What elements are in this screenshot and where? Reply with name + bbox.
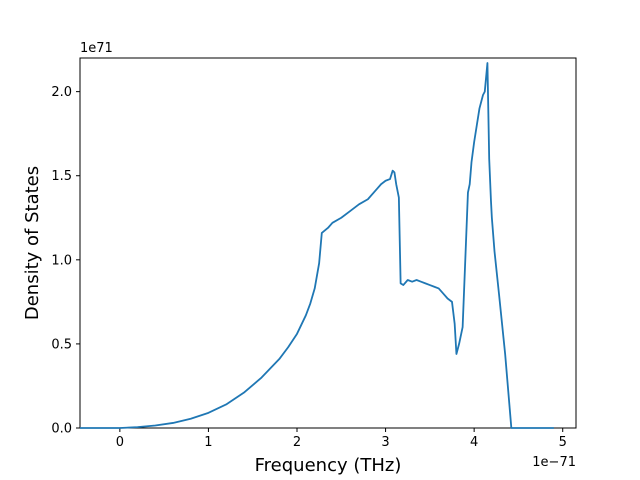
x-tick-label: 5 <box>559 435 567 450</box>
x-tick-label: 3 <box>381 435 389 450</box>
x-axis-label: Frequency (THz) <box>255 455 402 476</box>
x-offset-label: 1e−71 <box>532 455 576 470</box>
x-tick-label: 4 <box>470 435 478 450</box>
y-tick-label: 1.5 <box>51 169 72 184</box>
y-axis-ticks: 0.0 0.5 1.0 1.5 2.0 <box>51 85 80 437</box>
x-axis-ticks: 0 1 2 3 4 5 <box>116 428 567 450</box>
plot-frame <box>79 57 577 429</box>
series-layer <box>80 62 554 429</box>
y-tick-label: 0.5 <box>51 337 72 352</box>
y-axis-label: Density of States <box>22 166 43 320</box>
x-tick-label: 1 <box>204 435 212 450</box>
y-tick-label: 2.0 <box>51 85 72 100</box>
x-tick-label: 2 <box>293 435 301 450</box>
y-offset-label: 1e71 <box>80 41 113 56</box>
x-tick-label: 0 <box>116 435 124 450</box>
y-tick-label: 1.0 <box>51 253 72 268</box>
y-tick-label: 0.0 <box>51 422 72 437</box>
dos-series-line <box>80 62 554 429</box>
